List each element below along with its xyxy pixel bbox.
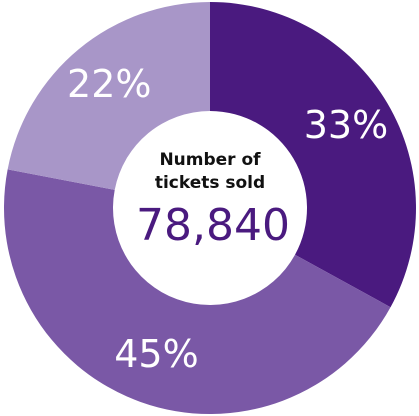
slice <box>7 2 210 190</box>
center-title: Number of <box>159 150 261 170</box>
slice <box>3 169 391 415</box>
center-title: tickets sold <box>155 173 265 193</box>
value-label: 22% <box>67 62 151 106</box>
value-label: 45% <box>114 332 198 376</box>
slice <box>210 2 416 308</box>
center-value: 78,840 <box>136 200 290 251</box>
value-label: 33% <box>304 103 388 147</box>
slices <box>3 2 416 415</box>
